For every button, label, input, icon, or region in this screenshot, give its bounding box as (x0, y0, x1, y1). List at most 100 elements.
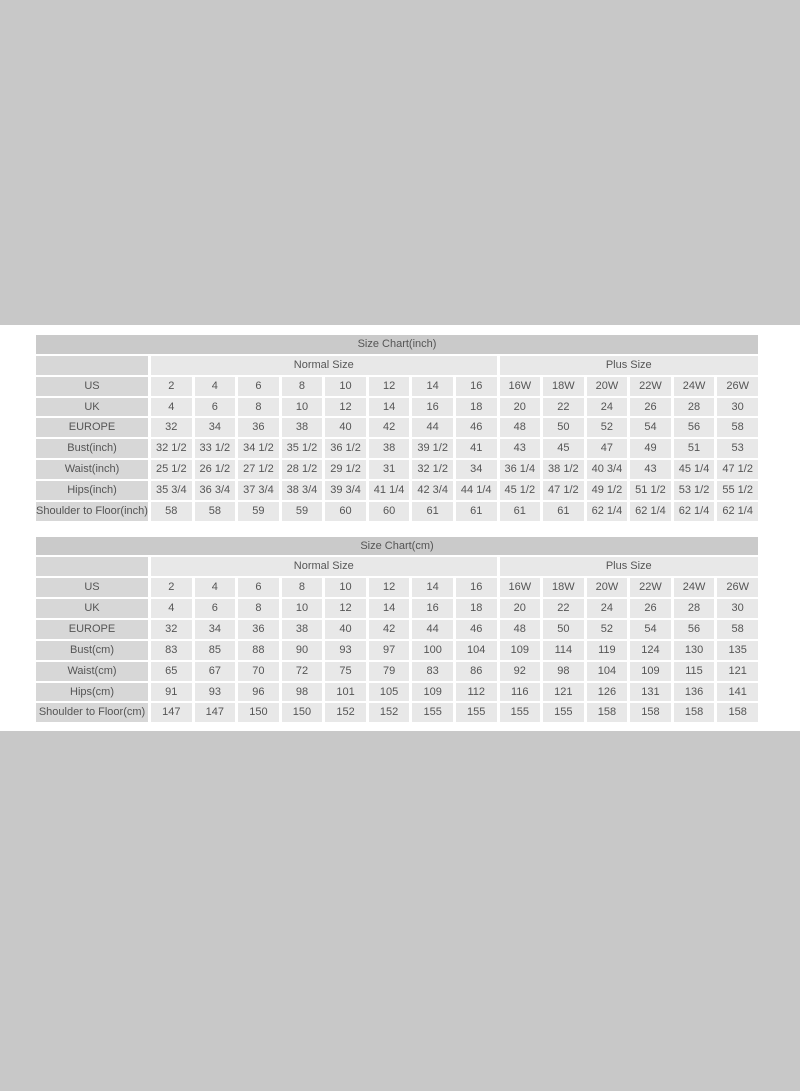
data-cell: 59 (238, 501, 279, 521)
data-cell: 34 (455, 460, 497, 479)
data-cell: 44 (412, 619, 453, 639)
data-cell: 36 1/2 (325, 439, 366, 459)
data-cell: 54 (630, 418, 671, 438)
data-cell: 16 (412, 397, 453, 417)
data-cell: 109 (630, 661, 671, 681)
data-cell: 33 1/2 (194, 439, 236, 459)
data-cell: 62 1/4 (717, 501, 758, 521)
data-cell: 32 (151, 619, 192, 639)
group-header-normal-size: Normal Size (151, 355, 497, 375)
row-label-cell: Hips(inch) (36, 480, 148, 500)
data-cell: 67 (194, 661, 236, 681)
data-cell: 18W (543, 578, 584, 598)
data-cell: 34 1/2 (238, 439, 279, 459)
data-cell: 32 1/2 (412, 460, 453, 479)
data-cell: 96 (238, 682, 279, 702)
data-cell: 12 (325, 397, 366, 417)
data-cell: 46 (455, 418, 497, 438)
data-cell: 31 (368, 460, 410, 479)
data-cell: 109 (499, 640, 541, 660)
data-cell: 141 (717, 682, 758, 702)
data-cell: 34 (194, 418, 236, 438)
data-cell: 4 (194, 578, 236, 598)
data-cell: 58 (194, 501, 236, 521)
data-cell: 39 1/2 (412, 439, 453, 459)
data-cell: 20W (586, 578, 628, 598)
data-cell: 30 (717, 397, 758, 417)
data-cell: 45 1/4 (673, 460, 715, 479)
data-cell: 29 1/2 (325, 460, 366, 479)
data-cell: 72 (281, 661, 323, 681)
data-cell: 38 3/4 (281, 480, 323, 500)
data-cell: 39 3/4 (325, 480, 366, 500)
data-cell: 14 (412, 376, 453, 396)
data-cell: 43 (630, 460, 671, 479)
data-cell: 83 (151, 640, 192, 660)
data-cell: 158 (673, 703, 715, 723)
data-cell: 4 (151, 397, 192, 417)
data-cell: 158 (586, 703, 628, 723)
group-header-row: Normal Size Plus Size (36, 557, 758, 577)
row-label-cell: Waist(inch) (36, 460, 148, 479)
table-row: US 2 4 6 8 10 12 14 16 16W 18W 20W 22W 24W 26W (36, 376, 758, 396)
data-cell: 60 (325, 501, 366, 521)
data-cell: 59 (281, 501, 323, 521)
data-cell: 47 1/2 (543, 480, 584, 500)
data-cell: 70 (238, 661, 279, 681)
data-cell: 26 1/2 (194, 460, 236, 479)
data-cell: 16 (455, 578, 497, 598)
corner-cell (36, 557, 148, 577)
data-cell: 16 (412, 599, 453, 618)
table-row: Shoulder to Floor(inch) 58 58 59 59 60 60 61 61 6… (36, 501, 758, 521)
data-cell: 18W (543, 376, 584, 396)
data-cell: 147 (194, 703, 236, 723)
data-cell: 130 (673, 640, 715, 660)
data-cell: 51 1/2 (630, 480, 671, 500)
data-cell: 37 3/4 (238, 480, 279, 500)
data-cell: 136 (673, 682, 715, 702)
data-cell: 119 (586, 640, 628, 660)
data-cell: 93 (325, 640, 366, 660)
data-cell: 155 (499, 703, 541, 723)
data-cell: 28 1/2 (281, 460, 323, 479)
table-row: UK 4 6 8 10 12 14 16 18 20 22 24 26 28 30 (36, 599, 758, 618)
data-cell: 49 (630, 439, 671, 459)
data-cell: 20W (586, 376, 628, 396)
data-cell: 24W (673, 578, 715, 598)
data-cell: 36 (238, 619, 279, 639)
data-cell: 49 1/2 (586, 480, 628, 500)
data-cell: 38 (368, 439, 410, 459)
data-cell: 93 (194, 682, 236, 702)
data-cell: 51 (673, 439, 715, 459)
data-cell: 114 (543, 640, 584, 660)
data-cell: 24 (586, 599, 628, 618)
data-cell: 53 1/2 (673, 480, 715, 500)
data-cell: 155 (455, 703, 497, 723)
data-cell: 85 (194, 640, 236, 660)
data-cell: 97 (368, 640, 410, 660)
data-cell: 26 (630, 599, 671, 618)
table-title: Size Chart(cm) (36, 536, 758, 556)
data-cell: 28 (673, 599, 715, 618)
data-cell: 24 (586, 397, 628, 417)
table-row: Shoulder to Floor(cm) 147 147 150 150 152 152 1… (36, 703, 758, 723)
data-cell: 46 (455, 619, 497, 639)
table-row: EUROPE 32 34 36 38 40 42 44 46 48 50 52 54 56 58 (36, 619, 758, 639)
data-cell: 104 (586, 661, 628, 681)
data-cell: 20 (499, 599, 541, 618)
data-cell: 109 (412, 682, 453, 702)
data-cell: 61 (455, 501, 497, 521)
data-cell: 36 (238, 418, 279, 438)
data-cell: 45 (543, 439, 584, 459)
data-cell: 104 (455, 640, 497, 660)
data-cell: 40 3/4 (586, 460, 628, 479)
data-cell: 121 (543, 682, 584, 702)
data-cell: 53 (717, 439, 758, 459)
size-chart-inch-table: Size Chart(inch) Normal Size Plus Size US 2 4… (33, 333, 761, 523)
data-cell: 25 1/2 (151, 460, 192, 479)
data-cell: 112 (455, 682, 497, 702)
data-cell: 42 (368, 619, 410, 639)
data-cell: 56 (673, 418, 715, 438)
table-row: Waist(inch) 25 1/2 26 1/2 27 1/2 28 1/2 29 1/… (36, 460, 758, 479)
data-cell: 48 (499, 418, 541, 438)
